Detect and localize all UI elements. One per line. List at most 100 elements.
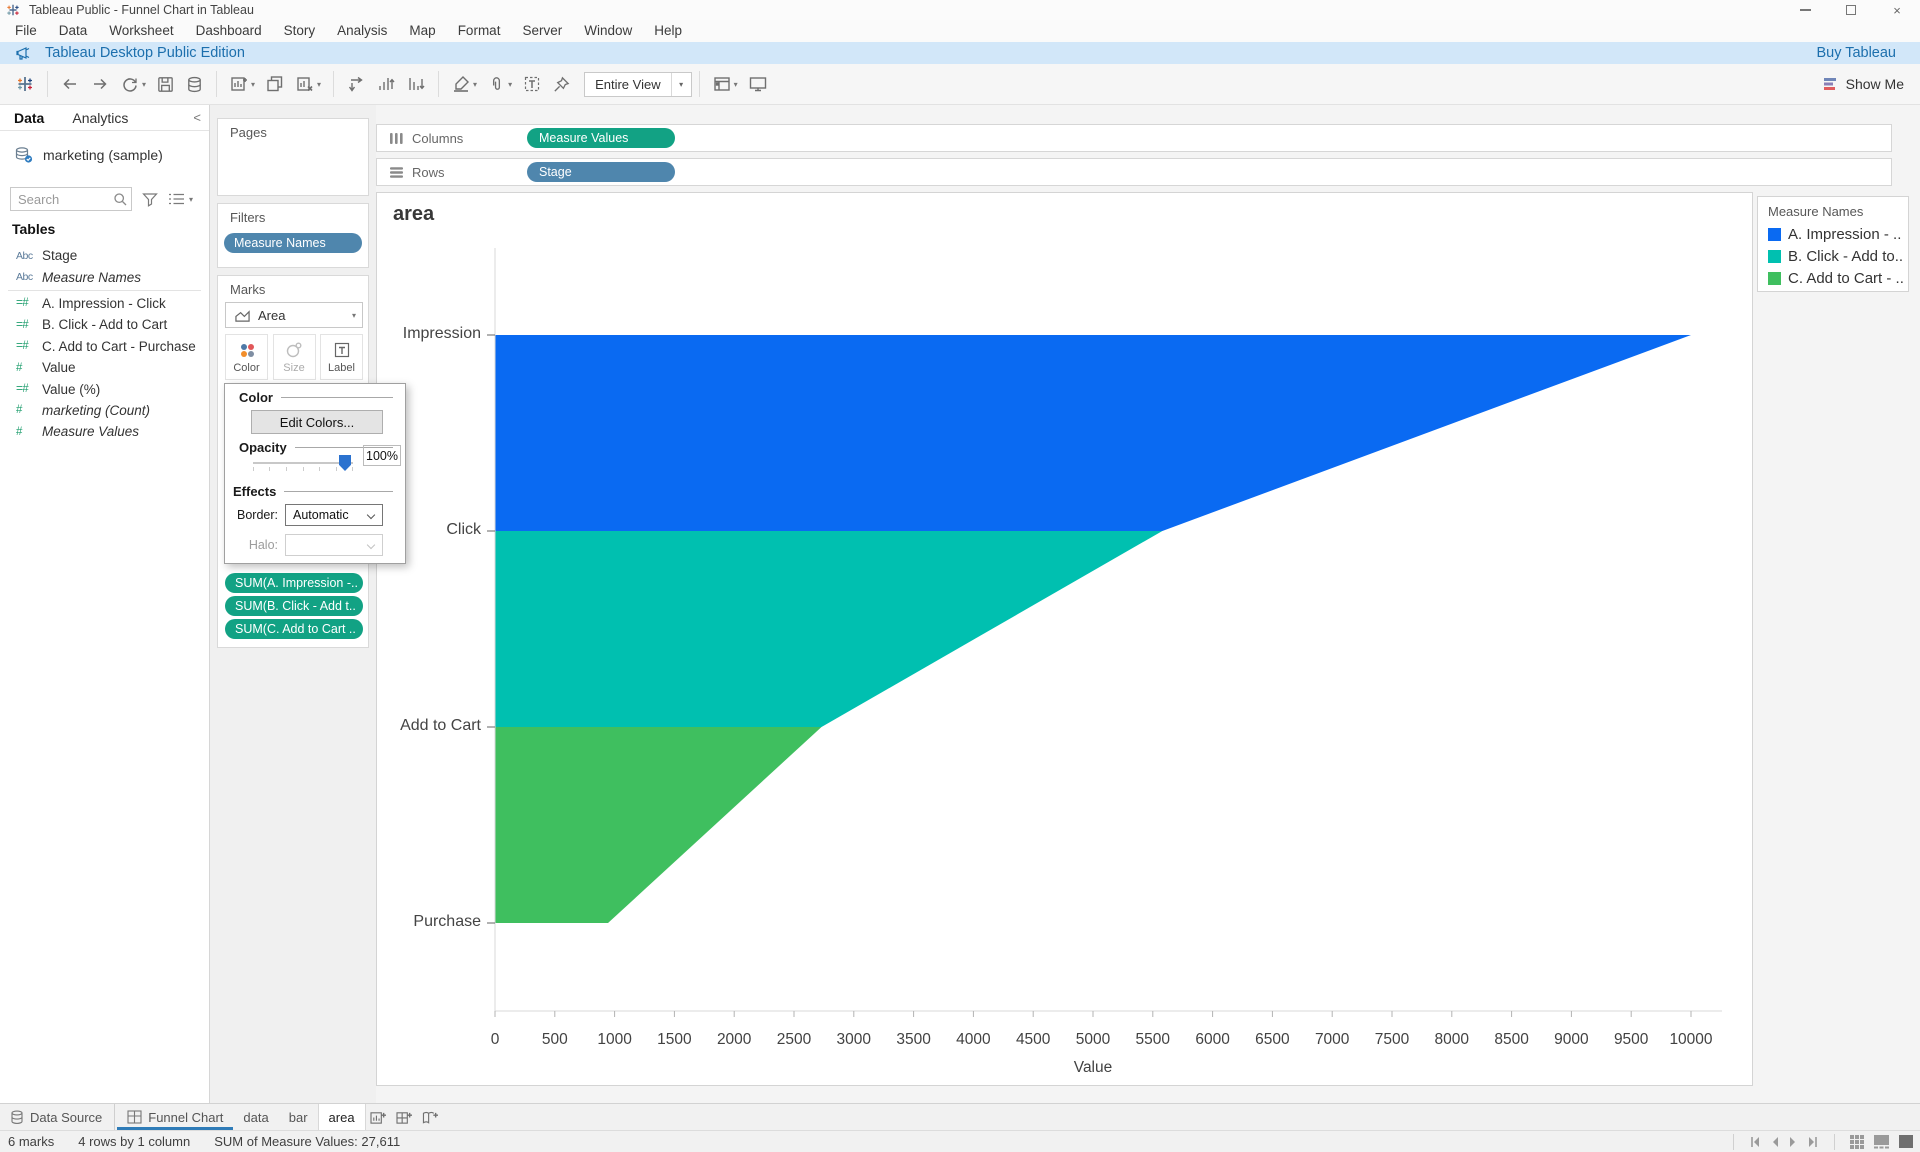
columns-pill[interactable]: Measure Values bbox=[527, 128, 675, 148]
maximize-button[interactable] bbox=[1828, 0, 1874, 20]
search-box[interactable] bbox=[10, 187, 132, 211]
presentation-mode-icon[interactable] bbox=[743, 69, 773, 99]
menu-story[interactable]: Story bbox=[283, 23, 316, 38]
label-button[interactable]: Label bbox=[320, 334, 363, 380]
border-dropdown[interactable]: Automatic bbox=[285, 504, 383, 526]
menu-dashboard[interactable]: Dashboard bbox=[195, 23, 262, 38]
group-caret-icon[interactable]: ▾ bbox=[508, 79, 513, 89]
field-b-click-add-to-cart[interactable]: =# B. Click - Add to Cart bbox=[0, 314, 209, 335]
field-a-impression-click[interactable]: =# A. Impression - Click bbox=[0, 293, 209, 314]
new-story-button[interactable] bbox=[418, 1104, 444, 1130]
fit-selector-caret-icon[interactable]: ▾ bbox=[670, 72, 691, 96]
edit-colors-button[interactable]: Edit Colors... bbox=[251, 410, 383, 434]
sort-descending-icon[interactable] bbox=[401, 69, 431, 99]
filmstrip-icon[interactable] bbox=[1873, 1134, 1890, 1149]
group-members-icon[interactable]: ▾ bbox=[482, 69, 517, 99]
last-sheet-icon[interactable] bbox=[1806, 1136, 1820, 1148]
size-button[interactable]: Size bbox=[272, 334, 316, 380]
view-options-icon[interactable] bbox=[168, 192, 185, 206]
sheet-sorter-icon[interactable] bbox=[1849, 1134, 1865, 1150]
legend-entry[interactable]: B. Click - Add to.. bbox=[1758, 245, 1908, 267]
mark-type-dropdown[interactable]: Area ▾ bbox=[225, 302, 363, 328]
new-worksheet-icon[interactable]: ▾ bbox=[224, 69, 260, 99]
field-measure-names[interactable]: Abc Measure Names bbox=[0, 266, 209, 287]
save-icon[interactable] bbox=[151, 69, 180, 99]
field-measure-values[interactable]: # Measure Values bbox=[0, 421, 209, 442]
menu-help[interactable]: Help bbox=[654, 23, 682, 38]
previous-sheet-icon[interactable] bbox=[1770, 1136, 1780, 1148]
close-button[interactable]: × bbox=[1893, 2, 1901, 18]
new-worksheet-button[interactable] bbox=[366, 1104, 392, 1130]
sort-ascending-icon[interactable] bbox=[371, 69, 401, 99]
minimize-button[interactable] bbox=[1782, 0, 1828, 20]
menu-window[interactable]: Window bbox=[584, 23, 633, 38]
show-me-button[interactable]: Show Me bbox=[1823, 76, 1904, 92]
opacity-slider-handle[interactable] bbox=[339, 455, 351, 471]
duplicate-sheet-icon[interactable] bbox=[260, 69, 290, 99]
show-cards-caret-icon[interactable]: ▾ bbox=[733, 79, 738, 89]
menu-worksheet[interactable]: Worksheet bbox=[109, 23, 174, 38]
chart-canvas[interactable]: area Value Impression Click Add to Cart Pur… bbox=[376, 192, 1753, 1086]
swap-rows-columns-icon[interactable] bbox=[341, 69, 371, 99]
color-button[interactable]: Color bbox=[225, 334, 268, 380]
new-sheet-caret-icon[interactable]: ▾ bbox=[251, 79, 256, 89]
new-datasource-icon[interactable] bbox=[180, 69, 209, 99]
marks-pill[interactable]: SUM(C. Add to Cart .. bbox=[225, 619, 363, 639]
rows-shelf[interactable]: Rows Stage bbox=[376, 158, 1892, 186]
buy-tableau-link[interactable]: Buy Tableau bbox=[1816, 45, 1896, 61]
marks-pill[interactable]: SUM(A. Impression -.. bbox=[225, 573, 363, 593]
sheet-tab-data-source[interactable]: Data Source bbox=[0, 1104, 112, 1130]
legend-entry[interactable]: C. Add to Cart - .. bbox=[1758, 267, 1908, 289]
marks-pill[interactable]: SUM(B. Click - Add t.. bbox=[225, 596, 363, 616]
menu-map[interactable]: Map bbox=[409, 23, 436, 38]
show-hide-cards-icon[interactable]: ▾ bbox=[707, 69, 743, 99]
columns-shelf[interactable]: Columns Measure Values bbox=[376, 124, 1892, 152]
first-sheet-icon[interactable] bbox=[1748, 1136, 1762, 1148]
view-options-caret-icon[interactable]: ▾ bbox=[189, 194, 194, 204]
sheet-tab-area[interactable]: area bbox=[317, 1104, 366, 1130]
opacity-value[interactable]: 100% bbox=[363, 445, 401, 466]
menu-server[interactable]: Server bbox=[522, 23, 563, 38]
menu-analysis[interactable]: Analysis bbox=[337, 23, 388, 38]
sheet-tab-data[interactable]: data bbox=[233, 1104, 278, 1130]
funnel-band-impression[interactable] bbox=[495, 335, 1691, 531]
funnel-band-click[interactable] bbox=[495, 531, 1163, 727]
clear-sheet-caret-icon[interactable]: ▾ bbox=[317, 79, 322, 89]
highlight-caret-icon[interactable]: ▾ bbox=[473, 79, 478, 89]
fit-selector[interactable]: Entire View ▾ bbox=[584, 71, 692, 97]
tableau-logo-icon[interactable] bbox=[10, 69, 40, 99]
next-sheet-icon[interactable] bbox=[1788, 1136, 1798, 1148]
fix-axes-icon[interactable] bbox=[547, 69, 576, 99]
field-value[interactable]: # Value bbox=[0, 357, 209, 378]
new-dashboard-button[interactable] bbox=[392, 1104, 418, 1130]
menu-file[interactable]: File bbox=[15, 23, 37, 38]
funnel-band-add-to-cart[interactable] bbox=[495, 727, 822, 923]
menu-data[interactable]: Data bbox=[58, 23, 88, 38]
rows-pill[interactable]: Stage bbox=[527, 162, 675, 182]
filters-card[interactable]: Filters Measure Names bbox=[217, 203, 369, 268]
datasource-row[interactable]: marketing (sample) bbox=[0, 141, 210, 169]
field-value-[interactable]: =# Value (%) bbox=[0, 378, 209, 399]
color-legend[interactable]: Measure Names A. Impression - .. B. Click… bbox=[1757, 196, 1909, 292]
halo-dropdown[interactable] bbox=[285, 534, 383, 556]
search-input[interactable] bbox=[11, 188, 131, 210]
opacity-slider[interactable] bbox=[253, 454, 353, 476]
clear-sheet-icon[interactable]: ▾ bbox=[290, 69, 326, 99]
collapse-pane-icon[interactable]: < bbox=[193, 110, 201, 125]
sheet-tab-bar[interactable]: bar bbox=[279, 1104, 318, 1130]
refresh-caret-icon[interactable]: ▾ bbox=[142, 79, 147, 89]
show-mark-labels-icon[interactable] bbox=[517, 69, 547, 99]
field-stage[interactable]: Abc Stage bbox=[0, 245, 209, 266]
field-c-add-to-cart-purchase[interactable]: =# C. Add to Cart - Purchase bbox=[0, 336, 209, 357]
highlight-icon[interactable]: ▾ bbox=[446, 69, 482, 99]
menu-format[interactable]: Format bbox=[457, 23, 501, 38]
field-marketing-count-[interactable]: # marketing (Count) bbox=[0, 400, 209, 421]
legend-entry[interactable]: A. Impression - .. bbox=[1758, 223, 1908, 245]
refresh-icon[interactable]: ▾ bbox=[115, 69, 151, 99]
tab-data[interactable]: Data bbox=[14, 109, 45, 126]
redo-icon[interactable] bbox=[85, 69, 115, 99]
undo-icon[interactable] bbox=[55, 69, 85, 99]
filter-fields-icon[interactable] bbox=[142, 192, 158, 207]
show-sheet-tabs-icon[interactable] bbox=[1898, 1134, 1914, 1149]
pages-card[interactable]: Pages bbox=[217, 118, 369, 196]
